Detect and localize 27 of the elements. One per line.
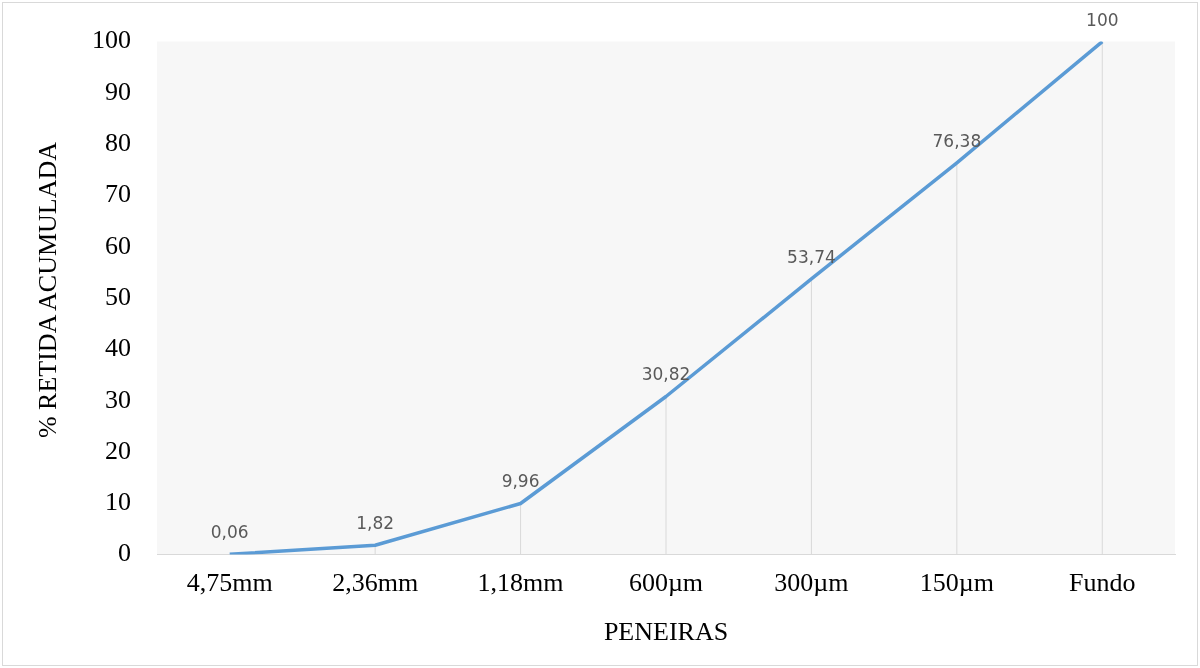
- y-tick-label: 30: [105, 384, 131, 414]
- x-tick-label: Fundo: [1069, 568, 1136, 598]
- y-tick-label: 80: [105, 128, 131, 158]
- x-tick-label: 1,18mm: [477, 568, 564, 598]
- x-tick-label: 2,36mm: [332, 568, 419, 598]
- y-tick-label: 0: [118, 538, 131, 568]
- data-label: 9,96: [501, 471, 540, 492]
- data-label: 76,38: [932, 130, 982, 151]
- data-label: 100: [1086, 9, 1119, 30]
- y-tick-label: 100: [92, 25, 131, 55]
- x-tick-label: 600µm: [628, 568, 704, 598]
- data-label: 53,74: [787, 246, 836, 267]
- y-tick-label: 60: [105, 230, 131, 260]
- y-tick-label: 70: [105, 179, 131, 209]
- y-tick-label: 40: [105, 333, 131, 363]
- x-tick-label: 150µm: [919, 568, 994, 598]
- data-label: 30,82: [641, 364, 691, 385]
- data-label: 0,06: [210, 522, 249, 543]
- x-tick-label: 300µm: [774, 568, 849, 598]
- y-tick-label: 10: [105, 487, 131, 517]
- y-tick-label: 20: [105, 435, 131, 465]
- y-axis-title: % RETIDA ACUMULADA: [33, 141, 63, 439]
- y-tick-label: 50: [105, 281, 131, 311]
- data-label: 1,82: [356, 513, 395, 534]
- y-tick-label: 90: [105, 76, 131, 106]
- x-axis-title: PENEIRAS: [603, 617, 729, 647]
- x-tick-label: 4,75mm: [186, 568, 273, 598]
